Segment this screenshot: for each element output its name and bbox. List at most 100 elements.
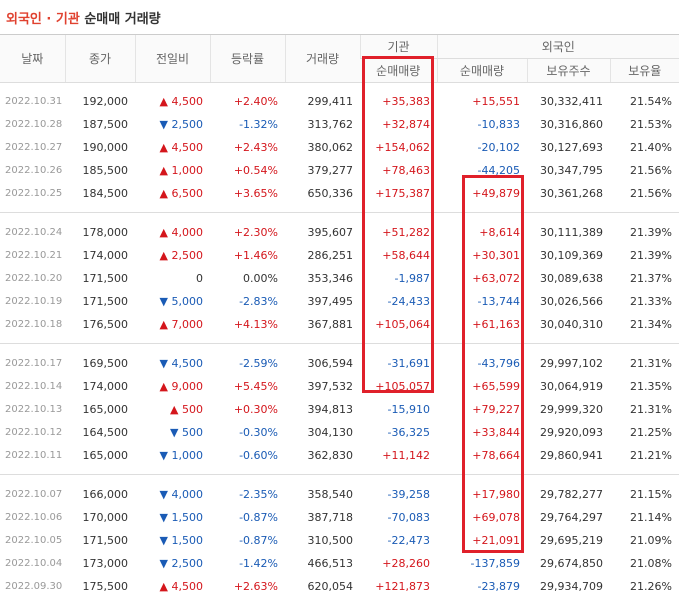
data-row: 2022.10.04 173,000 ▼ 2,500 -1.42% 466,513 +28… <box>0 552 679 575</box>
separator-row <box>0 343 679 352</box>
cell: +49,879 <box>472 187 520 200</box>
cell: 21.39% <box>630 249 672 262</box>
cell: 21.15% <box>630 488 672 501</box>
cell: -2.59% <box>239 357 278 370</box>
cell: 2022.10.25 <box>5 188 63 199</box>
cell: 2022.10.12 <box>5 427 63 438</box>
cell: -15,910 <box>387 403 430 416</box>
cell: 171,500 <box>82 272 129 285</box>
cell: ▼ 1,500 <box>159 534 203 547</box>
cell: 2022.10.04 <box>5 558 63 569</box>
separator <box>0 474 679 483</box>
cell: +3.65% <box>233 187 278 200</box>
spacer-row <box>0 83 679 91</box>
spacer <box>0 205 679 213</box>
cell: -0.87% <box>239 534 278 547</box>
cell: 174,000 <box>82 249 129 262</box>
cell: ▼ 2,500 <box>159 118 203 131</box>
separator-row <box>0 212 679 221</box>
cell: ▼ 500 <box>170 426 203 439</box>
cell: 21.37% <box>630 272 672 285</box>
cell: 353,346 <box>307 272 354 285</box>
cell: +8,614 <box>479 226 520 239</box>
cell: 29,860,941 <box>540 449 603 462</box>
cell: 21.08% <box>630 557 672 570</box>
cell: 306,594 <box>307 357 354 370</box>
cell: -39,258 <box>387 488 430 501</box>
cell: +78,463 <box>382 164 430 177</box>
cell: 2022.10.18 <box>5 319 63 330</box>
column-header: 등락률 <box>209 34 285 83</box>
cell: 2022.10.17 <box>5 358 63 369</box>
cell: +15,551 <box>472 95 520 108</box>
cell: -0.60% <box>239 449 278 462</box>
trade-table: 날짜 종가 전일비 등락률 거래량 기관 외국인 순매매량 순매매량 보유주수 보유율 2022.1… <box>0 34 679 598</box>
cell: ▲ 7,000 <box>159 318 203 331</box>
spacer-row <box>0 467 679 475</box>
cell: ▲ 1,000 <box>159 164 203 177</box>
cell: ▲ 9,000 <box>159 380 203 393</box>
cell: 387,718 <box>307 511 354 524</box>
cell: 29,674,850 <box>540 557 603 570</box>
cell: 21.33% <box>630 295 672 308</box>
cell: 178,000 <box>82 226 129 239</box>
cell: 2022.10.21 <box>5 250 63 261</box>
data-row: 2022.10.13 165,000 ▲ 500 +0.30% 394,813 -15,9… <box>0 398 679 421</box>
cell: -137,859 <box>470 557 520 570</box>
cell: 2022.10.11 <box>5 450 63 461</box>
cell: +17,980 <box>472 488 520 501</box>
cell: 30,127,693 <box>540 141 603 154</box>
cell: 30,332,411 <box>540 95 603 108</box>
cell: +175,387 <box>375 187 430 200</box>
cell: +30,301 <box>472 249 520 262</box>
title-text: 순매매 거래량 <box>84 12 161 27</box>
cell: 21.56% <box>630 187 672 200</box>
cell: +33,844 <box>472 426 520 439</box>
cell: 21.39% <box>630 226 672 239</box>
cell: ▼ 1,500 <box>159 511 203 524</box>
cell: 620,054 <box>307 580 354 593</box>
sub-header: 순매매량 <box>360 58 437 83</box>
cell: 30,316,860 <box>540 118 603 131</box>
cell: -0.30% <box>239 426 278 439</box>
cell: 190,000 <box>82 141 129 154</box>
data-row: 2022.10.14 174,000 ▲ 9,000 +5.45% 397,532 +10… <box>0 375 679 398</box>
data-row: 2022.10.28 187,500 ▼ 2,500 -1.32% 313,762 +32… <box>0 113 679 136</box>
data-row: 2022.10.25 184,500 ▲ 6,500 +3.65% 650,336 +17… <box>0 182 679 205</box>
cell: +4.13% <box>233 318 278 331</box>
cell: +21,091 <box>472 534 520 547</box>
cell: 394,813 <box>307 403 354 416</box>
spacer <box>0 467 679 475</box>
cell: 2022.10.13 <box>5 404 63 415</box>
title: 외국인 · 기관 순매매 거래량 <box>6 8 161 27</box>
data-row: 2022.10.18 176,500 ▲ 7,000 +4.13% 367,881 +10… <box>0 313 679 336</box>
cell: 176,500 <box>82 318 129 331</box>
cell: ▼ 1,000 <box>159 449 203 462</box>
column-header: 전일비 <box>134 34 210 83</box>
cell: -70,083 <box>387 511 430 524</box>
cell: 2022.10.20 <box>5 273 63 284</box>
cell: 21.21% <box>630 449 672 462</box>
cell: 299,411 <box>307 95 354 108</box>
cell: 2022.10.05 <box>5 535 63 546</box>
cell: +32,874 <box>382 118 430 131</box>
cell: 173,000 <box>82 557 129 570</box>
cell: +5.45% <box>233 380 278 393</box>
cell: 0.00% <box>243 272 278 285</box>
cell: 185,500 <box>82 164 129 177</box>
cell: ▲ 4,500 <box>159 95 203 108</box>
spacer-row <box>0 205 679 213</box>
cell: -2.35% <box>239 488 278 501</box>
data-row: 2022.10.20 171,500 0 0.00% 353,346 -1,987 +63,… <box>0 267 679 290</box>
cell: ▼ 5,000 <box>159 295 203 308</box>
sub-header: 보유주수 <box>526 58 610 83</box>
cell: +1.46% <box>233 249 278 262</box>
cell: -20,102 <box>477 141 520 154</box>
cell: 21.35% <box>630 380 672 393</box>
cell: 313,762 <box>307 118 354 131</box>
spacer <box>0 83 679 91</box>
cell: 29,997,102 <box>540 357 603 370</box>
cell: +0.54% <box>233 164 278 177</box>
cell: 367,881 <box>307 318 354 331</box>
cell: 395,607 <box>307 226 354 239</box>
